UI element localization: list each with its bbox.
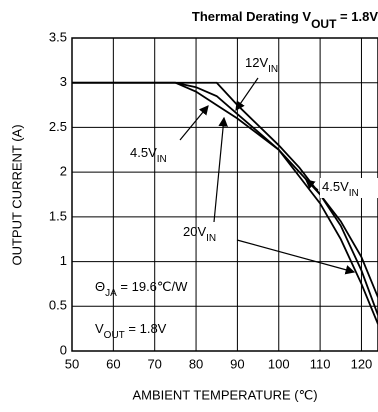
x-tick-label: 100: [268, 356, 290, 371]
annotation-sub: IN: [349, 188, 359, 199]
x-tick-label: 60: [106, 356, 120, 371]
x-tick-label: 70: [147, 356, 161, 371]
annotation: 12VIN: [245, 55, 278, 75]
annotation-main: Θ: [95, 279, 105, 294]
y-tick-label: 2: [60, 164, 67, 179]
x-axis-label: AMBIENT TEMPERATURE (℃): [132, 387, 317, 402]
y-tick-label: 0.5: [49, 298, 67, 313]
annotation-main: 4.5V: [322, 179, 349, 194]
series-line: [72, 81, 378, 298]
chart-title-main: Thermal Derating V: [192, 9, 312, 24]
x-tick-label: 110: [310, 356, 331, 371]
x-tick-label: 50: [65, 356, 79, 371]
y-axis-label: OUTPUT CURRENT (A): [9, 124, 24, 265]
annotation: VOUT = 1.8V: [95, 321, 167, 341]
y-tick-label: 0: [60, 342, 67, 357]
annotation-sub: OUT: [104, 330, 125, 341]
chart-title-sub: OUT: [311, 17, 337, 31]
y-tick-label: 3.5: [49, 29, 67, 44]
annotation-main: 20V: [183, 224, 206, 239]
x-tick-label: 90: [230, 356, 244, 371]
series-line: [72, 81, 378, 325]
chart-title: Thermal Derating VOUT = 1.8V: [192, 9, 378, 31]
plot-frame: [71, 37, 378, 352]
annotation: ΘJA = 19.6℃/W: [95, 279, 188, 299]
arrow: [213, 116, 228, 223]
arrow: [235, 77, 259, 111]
annotation-main: 12V: [245, 55, 268, 70]
annotation: 4.5VIN: [130, 145, 167, 165]
annotation: 20VIN: [183, 224, 216, 244]
annotation-sub: IN: [206, 233, 216, 244]
annotation-main: 4.5V: [130, 145, 157, 160]
chart-title-tail: = 1.8V: [336, 9, 378, 24]
annotation-sub: IN: [157, 154, 167, 165]
y-tick-label: 3: [60, 74, 67, 89]
annotation-tail: = 19.6℃/W: [117, 279, 188, 294]
y-tick-label: 1: [60, 253, 67, 268]
label-bg: [320, 178, 378, 198]
annotation-main: V: [95, 321, 104, 336]
x-tick-label: 80: [189, 356, 203, 371]
annotation-sub: JA: [105, 288, 117, 299]
annotation: 4.5VIN: [322, 179, 359, 199]
annotation-sub: IN: [268, 64, 278, 75]
arrow: [179, 105, 209, 141]
x-tick-label: 120: [351, 356, 373, 371]
y-tick-label: 1.5: [49, 208, 67, 223]
arrow: [236, 239, 356, 275]
annotation-tail: = 1.8V: [125, 321, 167, 336]
y-tick-label: 2.5: [49, 119, 67, 134]
